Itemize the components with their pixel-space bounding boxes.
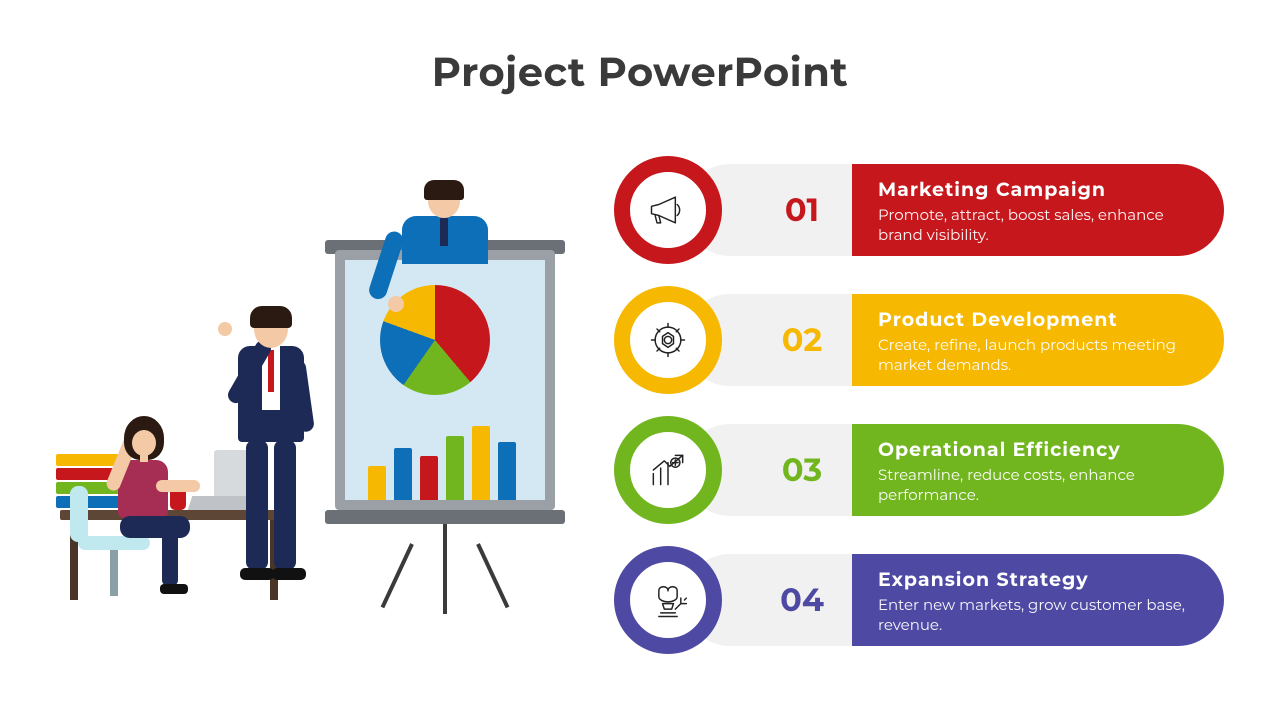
item-desc: Create, refine, launch products meeting … (878, 335, 1196, 376)
item-title: Expansion Strategy (878, 568, 1196, 591)
seated-figure (90, 420, 200, 610)
item-number: 01 (762, 156, 842, 264)
standing-figure (220, 310, 340, 610)
item-desc: Streamline, reduce costs, enhance perfor… (878, 465, 1196, 506)
megaphone-icon (614, 156, 722, 264)
item-card: Operational Efficiency Streamline, reduce… (852, 424, 1224, 516)
list-item: 04 Expansion Strategy Enter new markets, g… (614, 546, 1224, 654)
gear-box-icon (614, 286, 722, 394)
page-title: Project PowerPoint (0, 48, 1280, 97)
item-number: 03 (762, 416, 842, 524)
presenter-figure (380, 184, 510, 304)
list-item: 01 Marketing Campaign Promote, attract, bo… (614, 156, 1224, 264)
item-card: Product Development Create, refine, launc… (852, 294, 1224, 386)
item-title: Marketing Campaign (878, 178, 1196, 201)
list-item: 02 Product Development Create, refine, lau… (614, 286, 1224, 394)
illustration (60, 190, 580, 640)
items-list: 01 Marketing Campaign Promote, attract, bo… (614, 156, 1224, 676)
item-title: Operational Efficiency (878, 438, 1196, 461)
item-title: Product Development (878, 308, 1196, 331)
item-number: 02 (762, 286, 842, 394)
item-number: 04 (762, 546, 842, 654)
strategy-icon (614, 546, 722, 654)
item-card: Expansion Strategy Enter new markets, gro… (852, 554, 1224, 646)
growth-icon (614, 416, 722, 524)
item-desc: Enter new markets, grow customer base, r… (878, 595, 1196, 636)
list-item: 03 Operational Efficiency Streamline, redu… (614, 416, 1224, 524)
bar-chart-graphic (368, 420, 518, 500)
item-card: Marketing Campaign Promote, attract, boos… (852, 164, 1224, 256)
item-desc: Promote, attract, boost sales, enhance b… (878, 205, 1196, 246)
